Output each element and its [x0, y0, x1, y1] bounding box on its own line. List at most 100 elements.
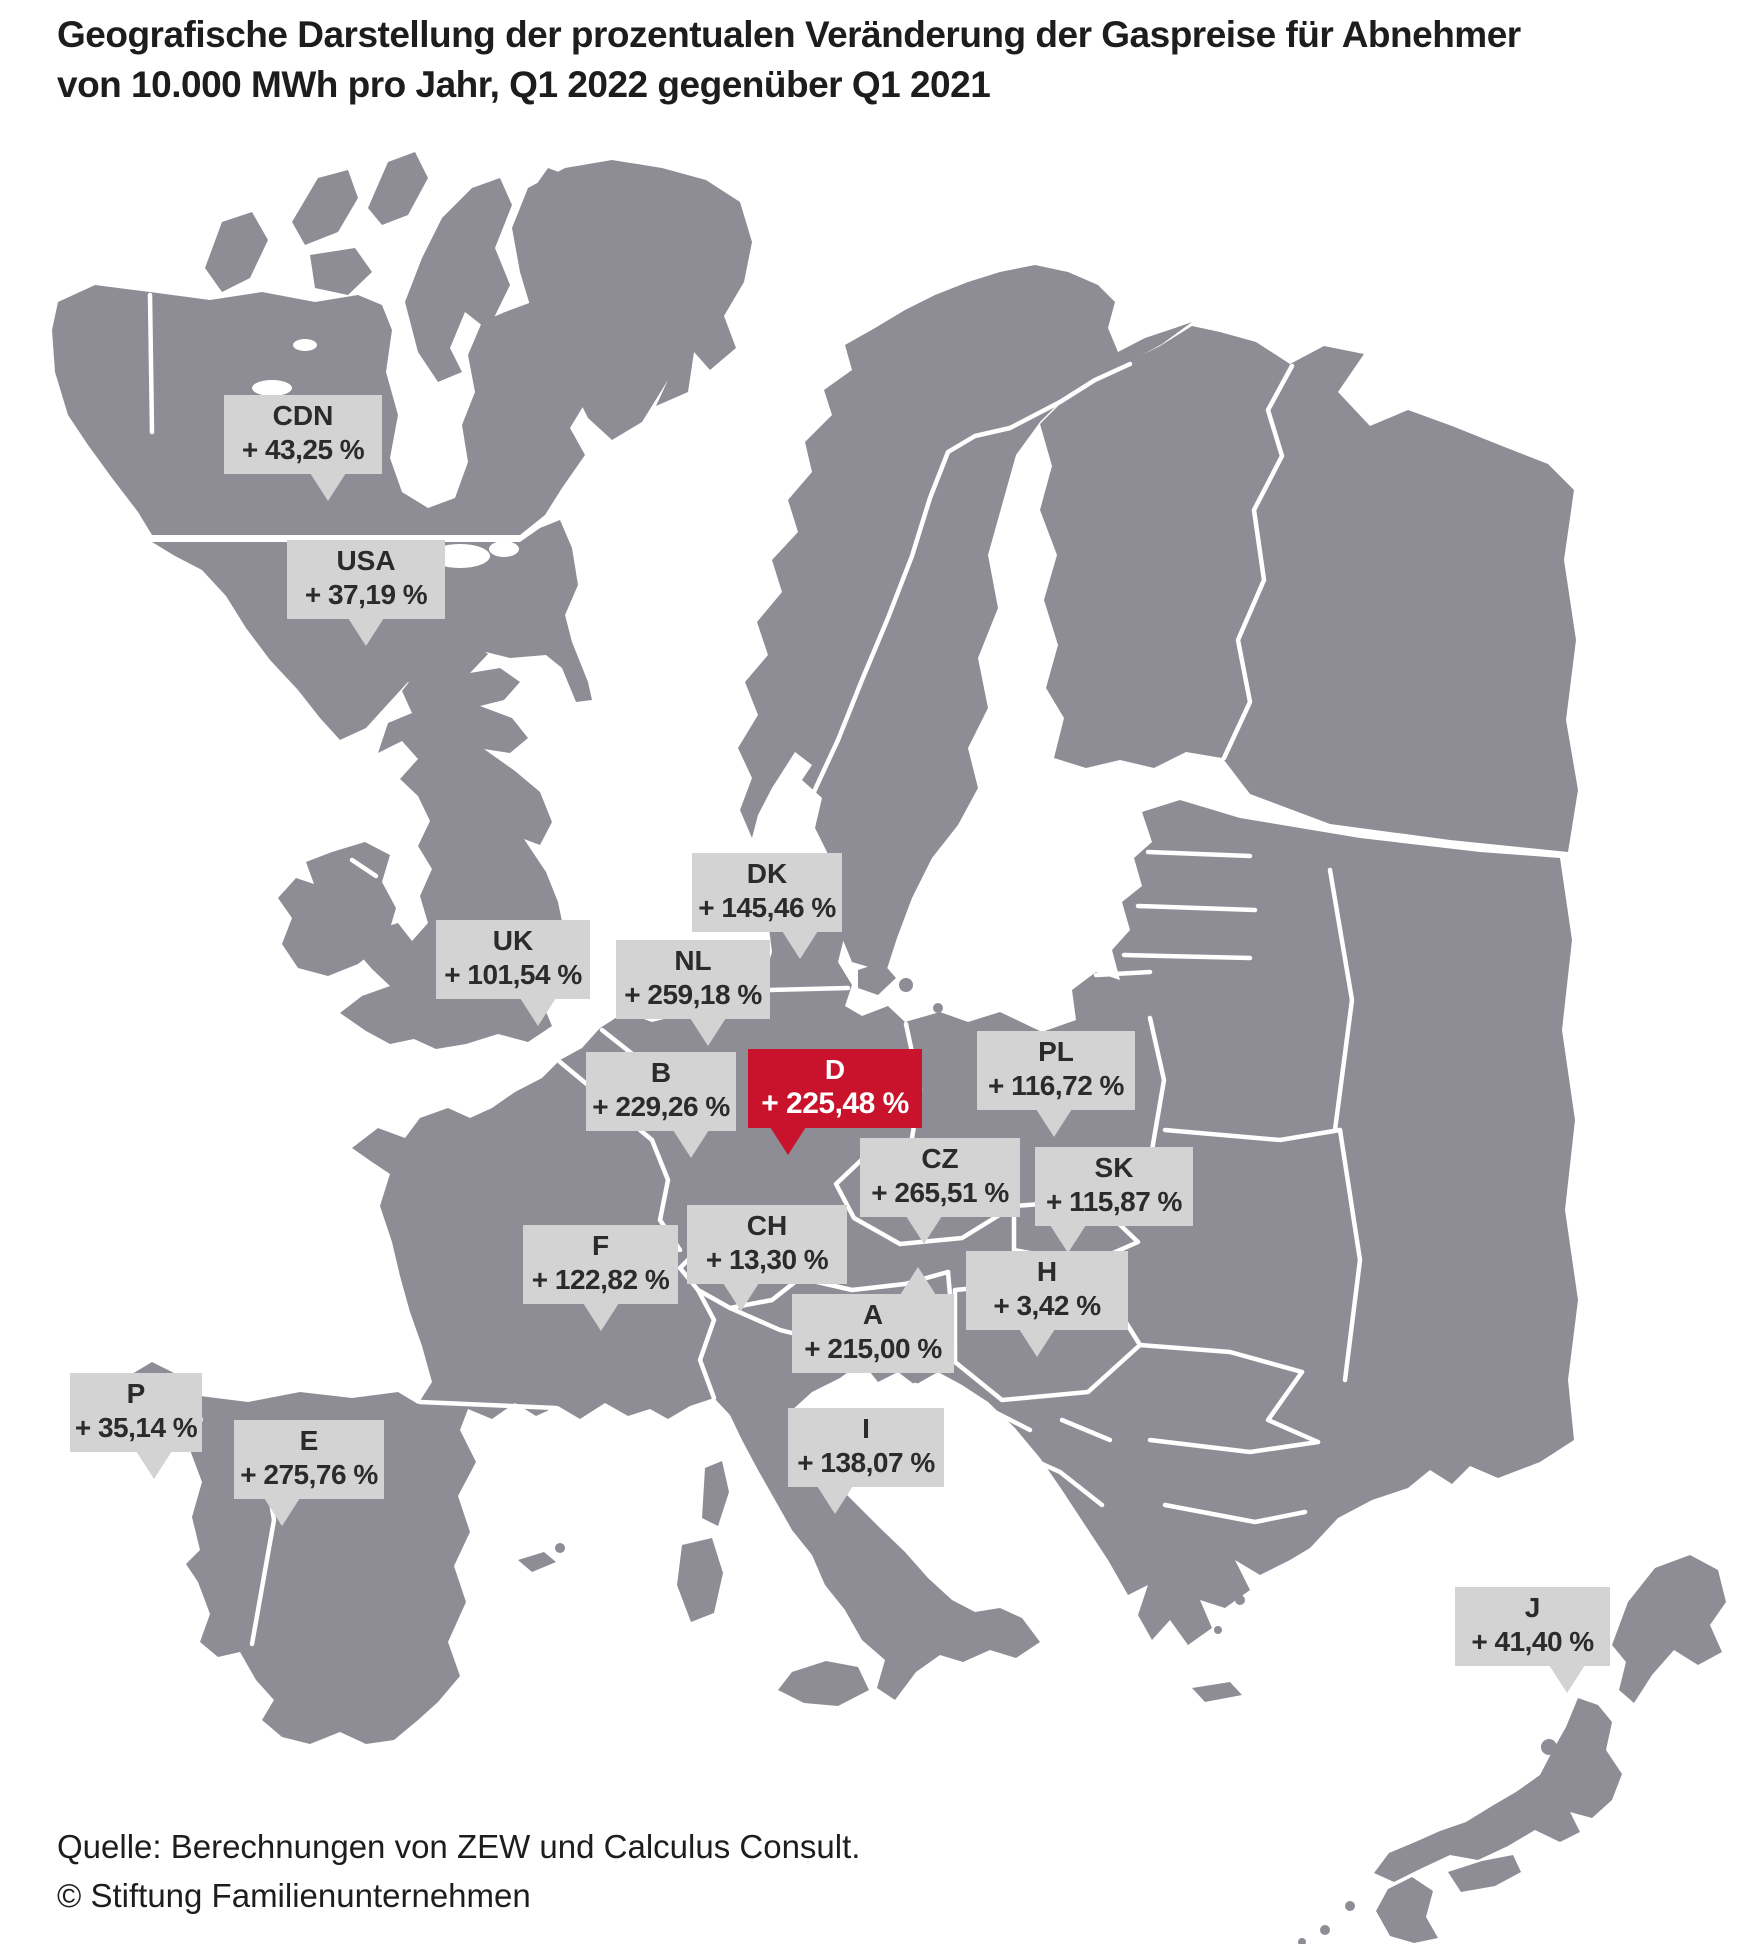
country-code: UK [492, 925, 534, 956]
country-value: + 259,18 % [624, 979, 762, 1010]
country-value: + 215,00 % [804, 1333, 942, 1364]
country-code: A [862, 1299, 884, 1330]
russia-northeast [1224, 346, 1578, 852]
bornholm [933, 1003, 943, 1013]
japan-sado [1541, 1739, 1557, 1755]
sardinia [677, 1538, 723, 1622]
japan-honshu [1374, 1698, 1622, 1882]
map-label-PL: PL + 116,72 % [977, 1031, 1135, 1137]
country-value: + 229,26 % [592, 1091, 730, 1122]
danish-island [899, 978, 913, 992]
label-pointer [520, 998, 556, 1026]
label-pointer [723, 1283, 759, 1311]
country-value: + 116,72 % [988, 1070, 1124, 1101]
alaska-panhandle [94, 432, 162, 494]
map-label-P: P + 35,14 % [70, 1373, 202, 1479]
country-code: CDN [272, 400, 334, 431]
label-pointer [1549, 1665, 1585, 1693]
country-value: + 43,25 % [241, 434, 365, 465]
label-pointer [906, 1216, 942, 1244]
japan-shikoku [1448, 1855, 1521, 1892]
map-label-UK: UK + 101,54 % [436, 920, 590, 1026]
label-pointer [583, 1303, 619, 1331]
japan-island [1298, 1938, 1306, 1944]
label-pointer [1019, 1329, 1055, 1357]
source-note: Quelle: Berechnungen von ZEW und Calculu… [57, 1822, 860, 1920]
country-value: + 138,07 % [797, 1447, 935, 1478]
gotland [905, 740, 928, 772]
orkney-islands [448, 611, 487, 694]
japan-kyushu [1376, 1877, 1438, 1943]
map-label-I: I + 138,07 % [788, 1408, 944, 1514]
label-pointer [1050, 1225, 1086, 1253]
country-code: J [1524, 1592, 1541, 1623]
label-pointer [690, 1018, 726, 1046]
country-value: + 37,19 % [304, 579, 428, 610]
aegean-island [1214, 1626, 1222, 1634]
arctic-island [292, 170, 358, 245]
japan-island [1345, 1901, 1355, 1911]
map-label-CDN: CDN + 43,25 % [224, 395, 382, 501]
corsica [702, 1461, 729, 1526]
crete [1192, 1682, 1242, 1702]
country-code: PL [1038, 1036, 1074, 1067]
country-value: + 101,54 % [444, 959, 582, 990]
map-label-J: J + 41,40 % [1455, 1587, 1610, 1693]
great-lakes [489, 541, 519, 557]
aegean-island [1235, 1595, 1245, 1605]
label-pointer [817, 1486, 853, 1514]
page-title: Geografische Darstellung der prozentuale… [57, 10, 1717, 110]
country-code: CZ [921, 1143, 959, 1174]
country-code: B [650, 1057, 672, 1088]
scandinavia [738, 265, 1192, 972]
label-pointer [770, 1127, 806, 1155]
country-value: + 225,48 % [761, 1087, 909, 1120]
country-code: P [126, 1378, 146, 1409]
country-value: + 122,82 % [531, 1264, 670, 1295]
country-code: USA [336, 545, 396, 576]
country-value: + 13,30 % [705, 1244, 829, 1275]
copyright-line: © Stiftung Familienunternehmen [57, 1877, 531, 1914]
country-code: I [862, 1413, 870, 1444]
sicily [778, 1661, 869, 1706]
continental-europe [132, 800, 1578, 1744]
map-label-D: D + 225,48 % [748, 1049, 922, 1155]
country-code: H [1036, 1256, 1058, 1287]
country-code: DK [746, 858, 788, 889]
title-line-1: Geografische Darstellung der prozentuale… [57, 14, 1521, 55]
great-lakes [430, 544, 490, 568]
map-label-NL: NL + 259,18 % [616, 940, 770, 1046]
japan-hokkaido [1612, 1555, 1726, 1703]
map-label-E: E + 275,76 % [234, 1420, 384, 1526]
arctic-island-baffin [405, 178, 512, 382]
arctic-island [205, 212, 268, 292]
country-code: NL [674, 945, 712, 976]
country-code: SK [1094, 1152, 1134, 1183]
aegean-island [1206, 1569, 1218, 1581]
country-finland [1040, 326, 1290, 768]
japan-island [1320, 1925, 1330, 1935]
label-pointer [310, 473, 346, 501]
map-label-DK: DK + 145,46 % [692, 853, 842, 959]
balearic-island [555, 1543, 565, 1553]
label-pointer [136, 1451, 172, 1479]
country-value: + 265,51 % [871, 1177, 1009, 1208]
canadian-lake [252, 380, 292, 396]
map-label-H: H + 3,42 % [966, 1251, 1128, 1357]
country-code: E [299, 1425, 319, 1456]
country-code: CH [746, 1210, 788, 1241]
greenland [512, 160, 752, 440]
map-label-SK: SK + 115,87 % [1035, 1147, 1193, 1253]
country-value: + 35,14 % [74, 1412, 198, 1443]
label-pointer [782, 931, 818, 959]
source-line: Quelle: Berechnungen von ZEW und Calculu… [57, 1828, 861, 1865]
label-pointer [348, 618, 384, 646]
balearic-islands [518, 1552, 556, 1572]
map-label-CH: CH + 13,30 % [687, 1205, 847, 1311]
arctic-island [310, 248, 372, 295]
country-value: + 41,40 % [1471, 1626, 1594, 1657]
label-pointer [1036, 1109, 1072, 1137]
country-value: + 145,46 % [698, 892, 836, 923]
map-label-F: F + 122,82 % [523, 1225, 678, 1331]
